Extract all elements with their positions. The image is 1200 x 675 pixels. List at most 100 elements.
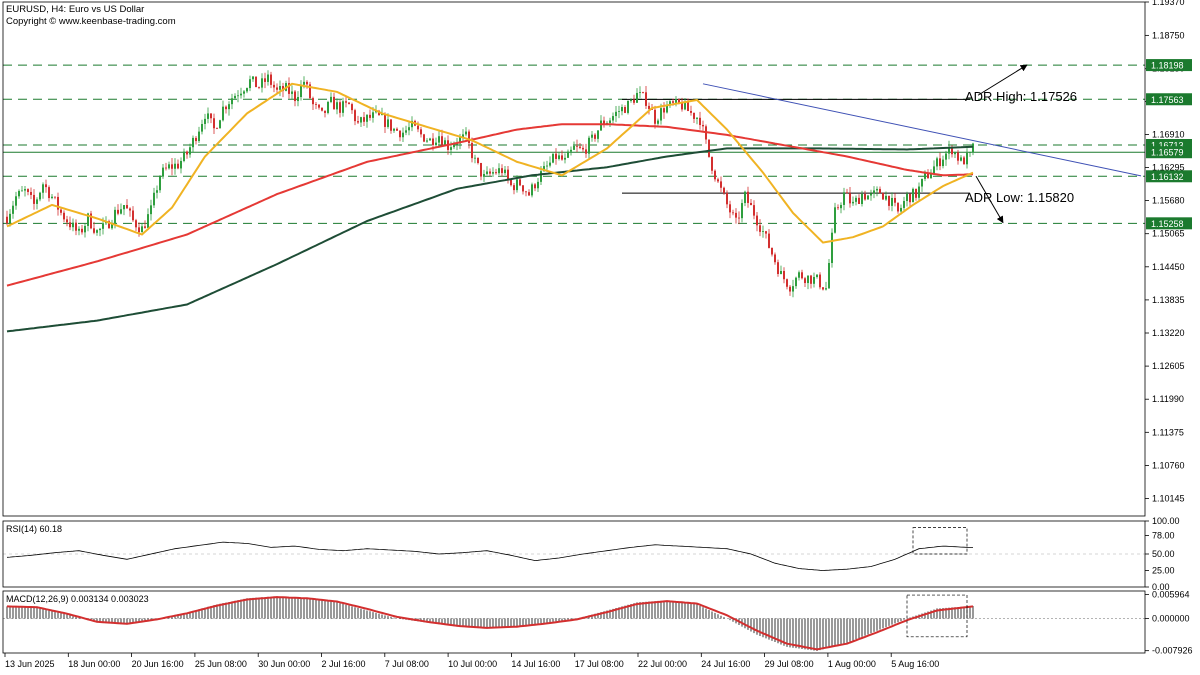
candle-body xyxy=(918,186,920,198)
candle-body xyxy=(120,209,122,214)
candle-body xyxy=(30,191,32,195)
candle-body xyxy=(246,88,248,92)
candle-body xyxy=(270,74,272,85)
candle-body xyxy=(153,192,155,206)
candle-body xyxy=(507,169,509,180)
candle-body xyxy=(525,191,527,193)
candle-body xyxy=(750,202,752,206)
candle-body xyxy=(132,210,134,221)
candle-body xyxy=(348,102,350,105)
candle-body xyxy=(561,155,563,160)
candle-body xyxy=(39,192,41,200)
candle-body xyxy=(708,139,710,157)
candle-body xyxy=(393,128,395,131)
candle-body xyxy=(183,151,185,161)
candle-body xyxy=(480,162,482,177)
candle-body xyxy=(330,96,332,102)
candle-body xyxy=(168,164,170,169)
candle-body xyxy=(753,205,755,216)
candle-body xyxy=(954,152,956,155)
candle-body xyxy=(930,173,932,179)
time-tick-label: 22 Jul 00:00 xyxy=(638,659,687,669)
candle-body xyxy=(678,99,680,104)
candle-body xyxy=(717,179,719,182)
candle-body xyxy=(564,157,566,160)
candle-body xyxy=(552,153,554,163)
rsi-tick-label: 25.00 xyxy=(1152,566,1175,576)
candle-body xyxy=(801,272,803,279)
candle-body xyxy=(363,117,365,122)
candle-body xyxy=(579,146,581,148)
candle-body xyxy=(747,191,749,203)
adr-annotation: ADR Low: 1.15820 xyxy=(965,190,1074,205)
price-tick-label: 1.13835 xyxy=(1152,295,1185,305)
candle-body xyxy=(228,104,230,110)
candle-body xyxy=(201,124,203,132)
time-tick-label: 13 Jun 2025 xyxy=(5,659,55,669)
candle-body xyxy=(624,107,626,113)
candle-body xyxy=(825,288,827,290)
candle-body xyxy=(846,192,848,194)
price-tick-label: 1.19370 xyxy=(1152,0,1185,7)
candle-body xyxy=(279,86,281,90)
candle-body xyxy=(81,228,83,233)
candle-body xyxy=(861,193,863,205)
candle-body xyxy=(819,274,821,288)
candle-body xyxy=(774,254,776,263)
price-tick-label: 1.16295 xyxy=(1152,163,1185,173)
candle-body xyxy=(474,157,476,159)
candle-body xyxy=(462,134,464,138)
candle-body xyxy=(903,201,905,208)
macd-histogram xyxy=(6,596,974,651)
candle-body xyxy=(432,138,434,145)
candle-body xyxy=(888,195,890,206)
candle-body xyxy=(135,220,137,228)
candle-body xyxy=(387,119,389,127)
candle-body xyxy=(771,247,773,255)
candle-body xyxy=(855,197,857,202)
candle-body xyxy=(405,130,407,133)
macd-highlight-box xyxy=(906,594,968,638)
price-tick-label: 1.13220 xyxy=(1152,328,1185,338)
candle-body xyxy=(402,132,404,138)
candle-body xyxy=(240,93,242,96)
candle-body xyxy=(198,131,200,142)
candle-body xyxy=(306,81,308,85)
candle-body xyxy=(732,212,734,214)
candle-body xyxy=(972,143,974,153)
candle-body xyxy=(756,215,758,226)
candle-body xyxy=(411,120,413,128)
time-tick-label: 1 Aug 00:00 xyxy=(828,659,876,669)
time-tick-label: 20 Jun 16:00 xyxy=(132,659,184,669)
candle-body xyxy=(45,184,47,188)
candle-body xyxy=(174,163,176,169)
candle-body xyxy=(873,190,875,194)
candle-body xyxy=(324,110,326,113)
candle-body xyxy=(126,205,128,209)
candle-body xyxy=(213,118,215,129)
candle-body xyxy=(276,87,278,90)
candle-body xyxy=(291,91,293,94)
candle-body xyxy=(90,213,92,229)
level-price-label: 1.15258 xyxy=(1151,219,1184,229)
candle-body xyxy=(642,92,644,93)
candle-body xyxy=(417,125,419,130)
candle-body xyxy=(150,205,152,215)
candle-body xyxy=(600,120,602,131)
candle-body xyxy=(441,136,443,145)
candle-body xyxy=(504,169,506,174)
rsi-line xyxy=(6,541,973,571)
candle-body xyxy=(864,193,866,200)
candle-body xyxy=(681,103,683,110)
candle-body xyxy=(453,144,455,148)
candle-body xyxy=(513,185,515,191)
candle-body xyxy=(24,189,26,191)
candle-body xyxy=(621,107,623,112)
candle-body xyxy=(840,204,842,209)
candle-body xyxy=(351,104,353,111)
candle-body xyxy=(243,91,245,94)
candle-body xyxy=(696,117,698,119)
candle-body xyxy=(204,118,206,125)
price-panel: ADR High: 1.17526 ADR Low: 1.15820 xyxy=(3,64,1145,333)
